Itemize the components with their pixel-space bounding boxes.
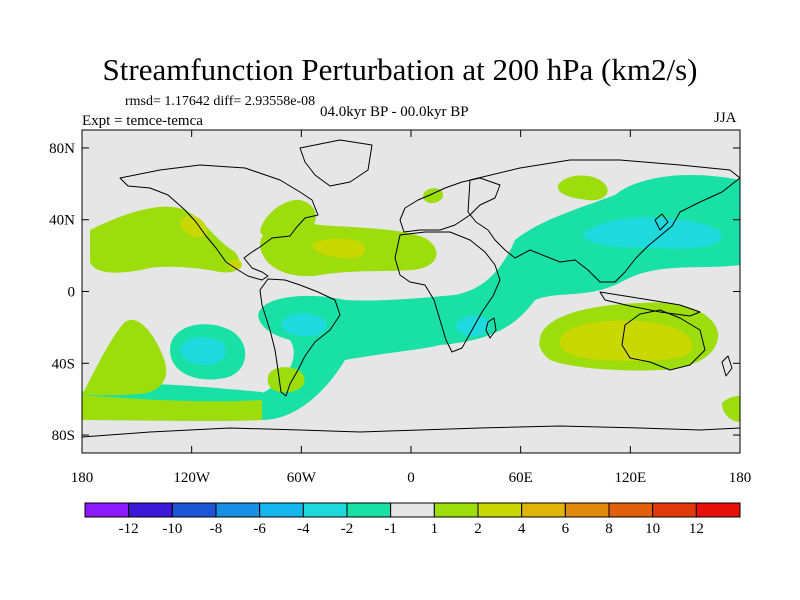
period-label: 04.0kyr BP - 00.0kyr BP [320, 104, 469, 120]
colorbar-swatch [128, 502, 173, 518]
colorbar-label: 4 [518, 521, 526, 537]
x-tick-label: 180 [729, 470, 752, 486]
coastlines [82, 139, 740, 438]
colorbar-swatch [695, 502, 741, 518]
plot-title: Streamfunction Perturbation at 200 hPa (… [102, 52, 698, 87]
contour-n-europe [423, 188, 444, 204]
colorbar-label: 8 [605, 521, 613, 537]
colorbar-label: -4 [297, 521, 310, 537]
coast-africa [394, 231, 501, 353]
colorbar-swatch [521, 502, 566, 518]
colorbar-label: -8 [210, 521, 223, 537]
coast-north-america [119, 164, 319, 281]
contour-fills [82, 175, 740, 422]
coast-indonesia [599, 291, 701, 317]
coast-antarctica [82, 425, 740, 438]
coast-madagascar [485, 317, 497, 339]
colorbar-swatch [564, 502, 610, 518]
colorbar-label: 2 [474, 521, 482, 537]
contour-siberia [557, 175, 608, 201]
coast-south-america [259, 278, 341, 397]
colorbar-swatch [433, 502, 479, 518]
colorbar-swatch [84, 502, 130, 518]
x-tick-label: 0 [407, 470, 415, 486]
colorbar-swatch [652, 502, 697, 518]
colorbar-label: 6 [562, 521, 570, 537]
y-tick-label: 80N [49, 141, 75, 157]
colorbar-swatch [390, 502, 435, 518]
contour-mexico [228, 259, 242, 271]
contour-so-pacific-tongue [82, 319, 167, 396]
contour-east-asia-core [582, 217, 722, 249]
x-tick-label: 60E [509, 470, 533, 486]
colorbar-swatch [477, 502, 523, 518]
rmsd-value: 1.17642 [164, 94, 210, 109]
diff-value: 2.93558e-08 [244, 94, 316, 109]
contour-argentina [267, 367, 305, 393]
contour-madagascar [455, 315, 490, 337]
axis-ticks: 180 120W 60W 0 60E 120E 180 80N 40N 0 40S 80S [49, 130, 751, 486]
contour-n-atlantic-core [312, 238, 366, 258]
diff-label: diff= [213, 94, 242, 109]
coast-japan [654, 213, 669, 231]
colorbar-swatch [346, 502, 392, 518]
colorbar-label: 10 [645, 521, 660, 537]
contour-s-pacific-core [180, 337, 226, 366]
colorbar-swatch [608, 502, 654, 518]
rmsd-label: rmsd= [125, 94, 161, 109]
contour-australia-core [559, 320, 693, 362]
colorbar-label: -6 [253, 521, 266, 537]
x-tick-label: 60W [287, 470, 317, 486]
coast-asia [467, 159, 740, 283]
coast-australia [621, 309, 706, 371]
contour-so-east [722, 395, 740, 422]
contour-se-pacific [281, 313, 327, 337]
experiment-label: Expt = temce-temca [82, 113, 203, 129]
colorbar-label: 1 [431, 521, 439, 537]
colorbar-swatch [215, 502, 261, 518]
coast-europe [399, 177, 501, 233]
contour-n-america-east [260, 199, 316, 241]
colorbar-label: -10 [162, 521, 182, 537]
colorbar-label: -2 [341, 521, 354, 537]
colorbar-label: -1 [384, 521, 397, 537]
y-tick-label: 0 [68, 285, 76, 301]
colorbar-swatch [302, 502, 348, 518]
colorbar-swatch [259, 502, 304, 518]
colorbar-label: 12 [689, 521, 704, 537]
x-tick-label: 120W [173, 470, 211, 486]
colorbar-swatch [171, 502, 217, 518]
y-tick-label: 40N [49, 213, 75, 229]
contour-so-pacific-base [82, 395, 262, 421]
coast-new-zealand [721, 355, 733, 377]
contour-w-n-america [180, 215, 207, 238]
x-tick-label: 180 [71, 470, 94, 486]
x-tick-label: 120E [614, 470, 646, 486]
stats-line: rmsd= 1.17642 diff= 2.93558e-08 [125, 94, 315, 110]
colorbar-label: -12 [119, 521, 139, 537]
y-tick-label: 40S [52, 356, 75, 372]
y-tick-label: 80S [52, 428, 75, 444]
coast-greenland [299, 139, 373, 187]
season-label: JJA [714, 110, 737, 126]
colorbar: -12 -10 -8 -6 -4 -2 -1 1 2 4 6 8 10 12 [84, 502, 741, 537]
